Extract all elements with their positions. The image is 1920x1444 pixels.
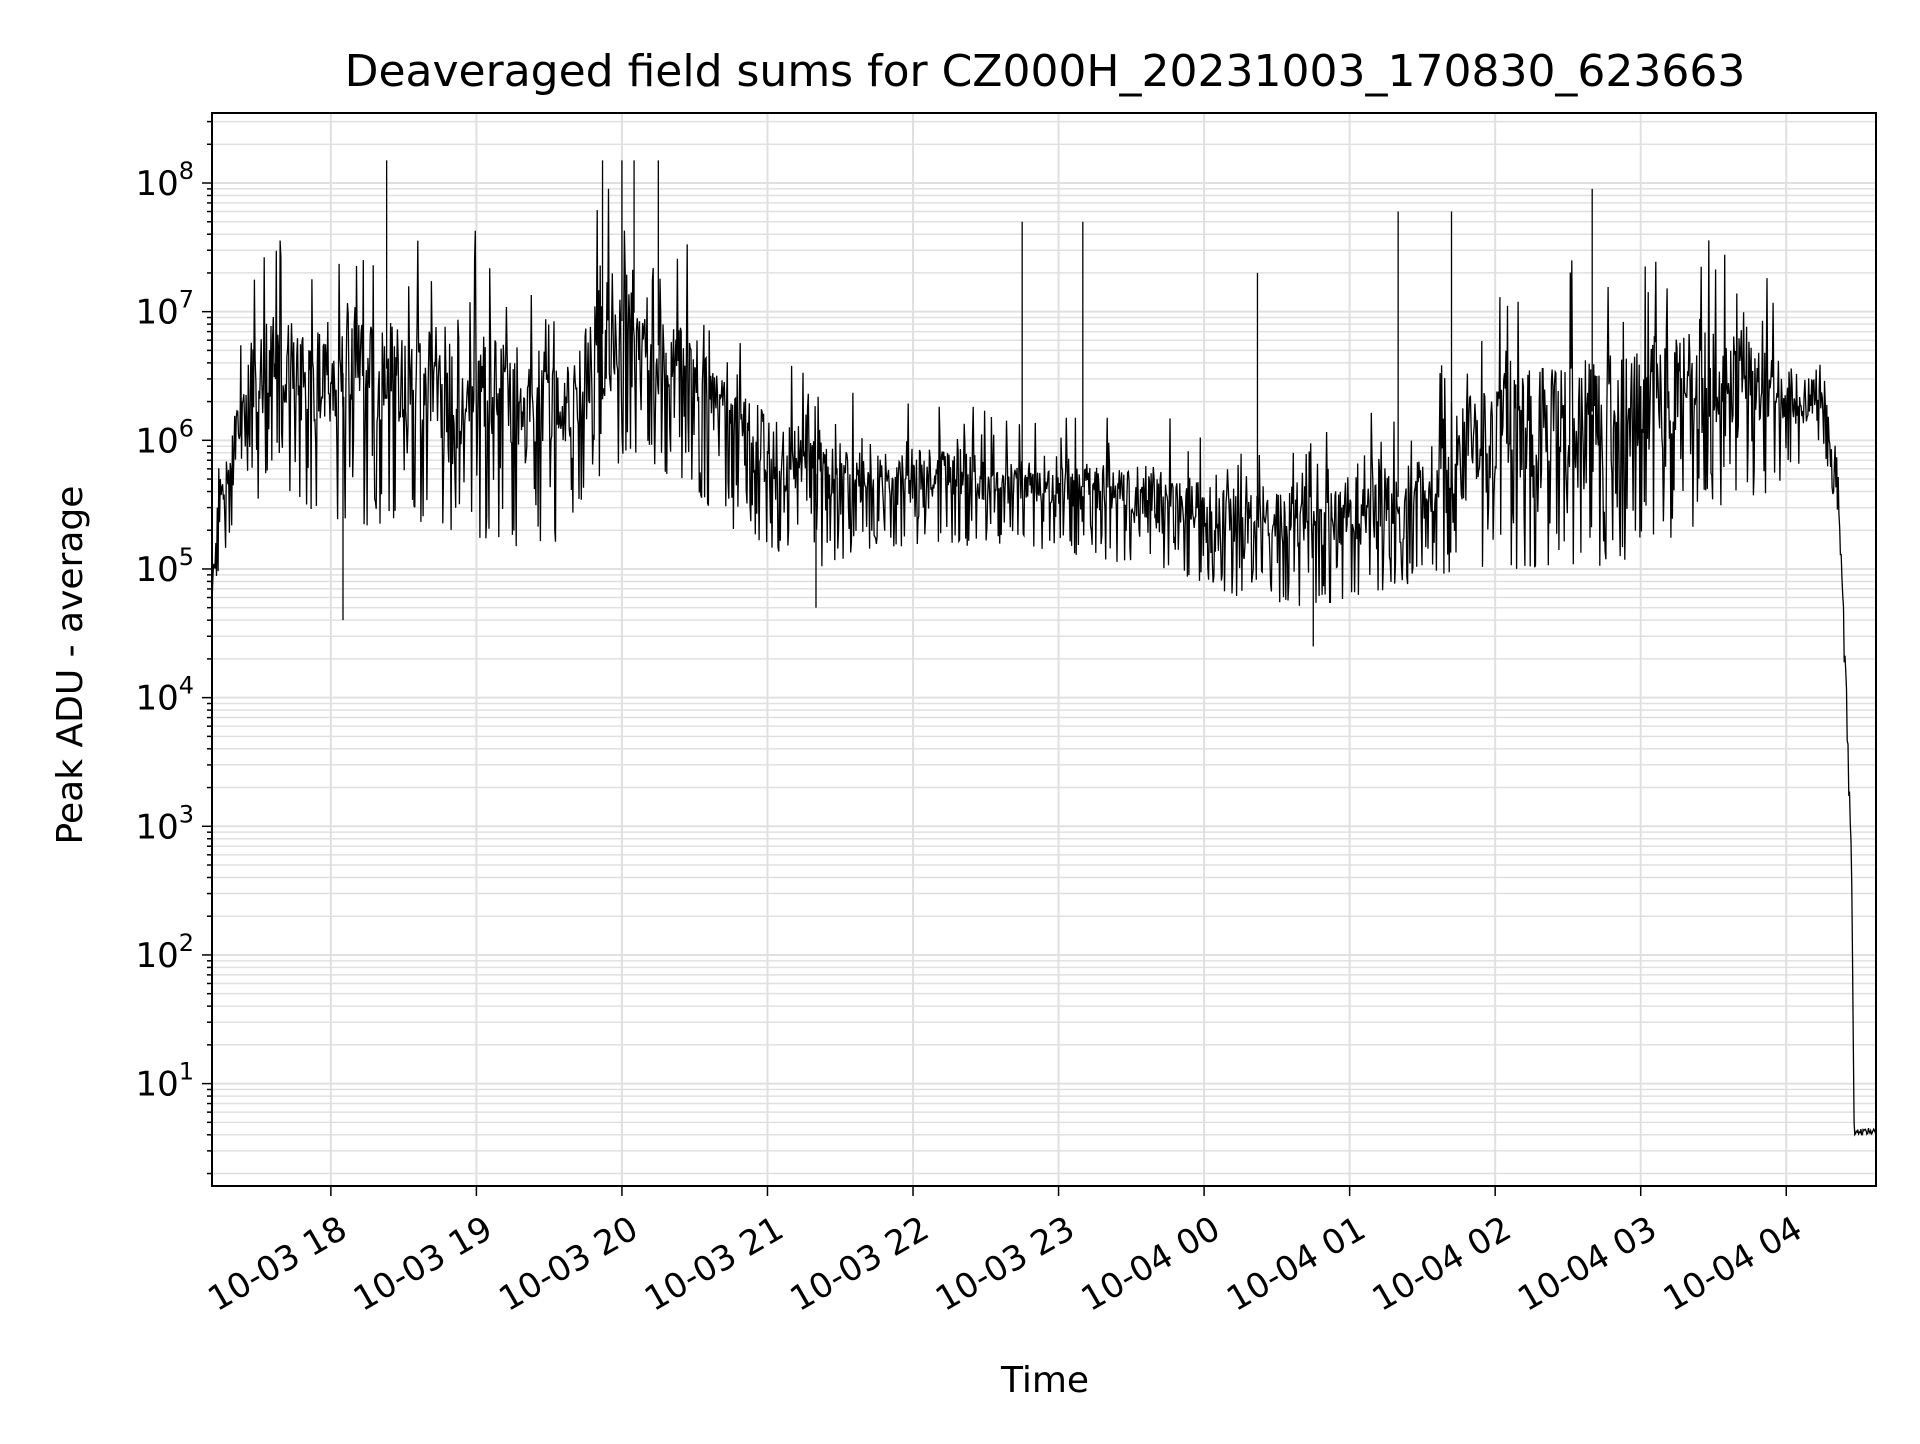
- y-tick-exponent: 5: [179, 543, 194, 571]
- y-tick-base: 10: [135, 421, 178, 461]
- y-tick-exponent: 1: [179, 1058, 194, 1086]
- y-tick-exponent: 4: [179, 672, 194, 700]
- y-tick-label: 103: [135, 800, 194, 847]
- chart-title: Deaveraged field sums for CZ000H_2023100…: [345, 46, 1746, 97]
- y-tick-base: 10: [135, 936, 178, 976]
- y-tick-exponent: 2: [179, 929, 194, 957]
- y-tick-label: 106: [135, 414, 194, 461]
- y-tick-base: 10: [135, 293, 178, 333]
- y-tick-exponent: 6: [179, 414, 194, 442]
- y-tick-base: 10: [135, 1065, 178, 1105]
- y-tick-exponent: 7: [179, 286, 194, 314]
- y-tick-label: 107: [135, 286, 194, 333]
- y-tick-base: 10: [135, 807, 178, 847]
- series-line: [211, 188, 1877, 1137]
- plot-area: [211, 160, 1877, 1137]
- y-tick-base: 10: [135, 679, 178, 719]
- y-axis-label: Peak ADU - average: [50, 486, 91, 845]
- y-tick-label: 104: [135, 672, 194, 719]
- x-axis-label: Time: [1000, 1360, 1089, 1401]
- plot-frame: [211, 112, 1877, 1187]
- y-tick-label: 102: [135, 929, 194, 976]
- y-tick-base: 10: [135, 550, 178, 590]
- y-tick-exponent: 3: [179, 800, 194, 828]
- y-tick-label: 105: [135, 543, 194, 590]
- y-tick-label: 108: [135, 157, 194, 204]
- y-tick-base: 10: [135, 164, 178, 204]
- y-tick-exponent: 8: [179, 157, 194, 185]
- y-tick-label: 101: [135, 1058, 194, 1105]
